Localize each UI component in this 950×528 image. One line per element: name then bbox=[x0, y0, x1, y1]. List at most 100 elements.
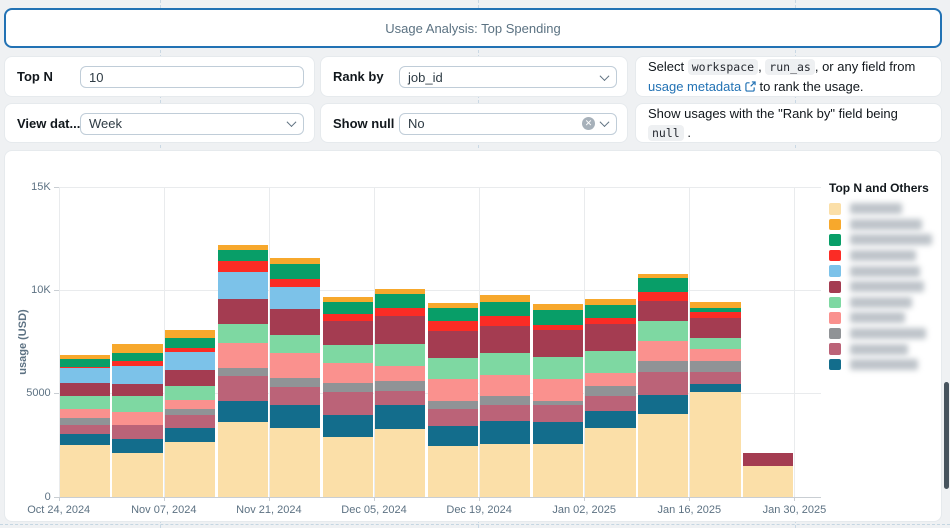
chevron-down-icon[interactable] bbox=[599, 70, 610, 81]
bar-segment-salmon[interactable] bbox=[585, 373, 636, 387]
legend-item[interactable] bbox=[829, 279, 939, 295]
bar-segment-mauve[interactable] bbox=[480, 404, 531, 421]
view-data-select[interactable]: Week bbox=[80, 112, 304, 135]
bar-segment-green[interactable] bbox=[112, 352, 163, 362]
bar-segment-teal[interactable] bbox=[217, 400, 268, 423]
bar-segment-mauve[interactable] bbox=[217, 375, 268, 401]
bar-segment-salmon[interactable] bbox=[480, 374, 531, 396]
bar-segment-peach[interactable] bbox=[532, 444, 583, 497]
bar-segment-orange[interactable] bbox=[270, 258, 321, 265]
bar-segment-green[interactable] bbox=[427, 308, 478, 321]
bar-segment-teal[interactable] bbox=[112, 439, 163, 454]
bar-segment-lightgreen[interactable] bbox=[427, 358, 478, 379]
bar-segment-lightgreen[interactable] bbox=[585, 350, 636, 374]
bar-segment-green[interactable] bbox=[270, 264, 321, 279]
bar-segment-red[interactable] bbox=[112, 361, 163, 366]
legend-item[interactable] bbox=[829, 341, 939, 357]
bar-segment-red[interactable] bbox=[322, 314, 373, 321]
bar-segment-salmon[interactable] bbox=[217, 343, 268, 368]
bar-segment-maroon[interactable] bbox=[480, 325, 531, 354]
bar-segment-lightgreen[interactable] bbox=[270, 334, 321, 354]
bar-segment-lightblue[interactable] bbox=[164, 351, 216, 370]
bar-segment-teal[interactable] bbox=[690, 384, 741, 393]
bar-segment-salmon[interactable] bbox=[112, 412, 163, 425]
bar-segment-lightgreen[interactable] bbox=[322, 344, 373, 364]
bar-segment-lightblue[interactable] bbox=[217, 271, 268, 300]
bar-segment-gray[interactable] bbox=[375, 380, 426, 391]
legend-item[interactable] bbox=[829, 263, 939, 279]
bar-segment-maroon[interactable] bbox=[59, 383, 111, 397]
legend-item[interactable] bbox=[829, 357, 939, 373]
bar-segment-salmon[interactable] bbox=[690, 348, 741, 361]
bar-segment-gray[interactable] bbox=[532, 400, 583, 406]
bar-segment-peach[interactable] bbox=[585, 427, 636, 497]
bar-segment-red[interactable] bbox=[585, 317, 636, 324]
bar-segment-mauve[interactable] bbox=[270, 387, 321, 405]
bar-segment-peach[interactable] bbox=[480, 444, 531, 497]
bar-segment-gray[interactable] bbox=[637, 361, 689, 372]
bar-segment-green[interactable] bbox=[217, 249, 268, 261]
top-n-input-box[interactable] bbox=[80, 66, 304, 88]
bar-segment-orange[interactable] bbox=[480, 294, 531, 303]
bar-segment-mauve[interactable] bbox=[690, 372, 741, 385]
bar-segment-maroon[interactable] bbox=[164, 369, 216, 387]
legend-item[interactable] bbox=[829, 326, 939, 342]
bar-segment-gray[interactable] bbox=[480, 395, 531, 405]
bar-segment-orange[interactable] bbox=[59, 355, 111, 360]
bar-segment-maroon[interactable] bbox=[585, 323, 636, 351]
bar-segment-orange[interactable] bbox=[322, 296, 373, 302]
bar-segment-orange[interactable] bbox=[532, 304, 583, 311]
bar-segment-gray[interactable] bbox=[270, 378, 321, 388]
bar-segment-salmon[interactable] bbox=[532, 378, 583, 401]
rank-by-select[interactable]: job_id bbox=[399, 66, 617, 88]
bar-segment-mauve[interactable] bbox=[164, 414, 216, 428]
chevron-down-icon[interactable] bbox=[599, 117, 610, 128]
bar-segment-maroon[interactable] bbox=[270, 308, 321, 335]
bar-segment-mauve[interactable] bbox=[59, 425, 111, 435]
bar-segment-red[interactable] bbox=[637, 291, 689, 301]
usage-metadata-link[interactable]: usage metadata bbox=[648, 79, 742, 94]
bar-segment-teal[interactable] bbox=[637, 395, 689, 415]
bar-segment-maroon[interactable] bbox=[217, 299, 268, 325]
bar-segment-teal[interactable] bbox=[164, 427, 216, 442]
bar-segment-mauve[interactable] bbox=[637, 371, 689, 396]
bar-segment-maroon[interactable] bbox=[690, 317, 741, 339]
bar-segment-green[interactable] bbox=[585, 305, 636, 318]
bar-segment-orange[interactable] bbox=[637, 273, 689, 279]
bar-segment-salmon[interactable] bbox=[375, 365, 426, 381]
bar-segment-teal[interactable] bbox=[322, 415, 373, 437]
bar-segment-red[interactable] bbox=[270, 278, 321, 287]
bar-segment-red[interactable] bbox=[427, 320, 478, 331]
bar-segment-lightblue[interactable] bbox=[112, 365, 163, 384]
bar-segment-green[interactable] bbox=[532, 310, 583, 326]
bar-segment-lightblue[interactable] bbox=[270, 286, 321, 309]
bar-segment-lightgreen[interactable] bbox=[164, 386, 216, 400]
bar-segment-lightgreen[interactable] bbox=[690, 338, 741, 349]
bar-segment-peach[interactable] bbox=[217, 422, 268, 497]
legend-item[interactable] bbox=[829, 248, 939, 264]
bar-segment-maroon[interactable] bbox=[112, 383, 163, 397]
bar-segment-peach[interactable] bbox=[743, 465, 794, 497]
bar-segment-maroon[interactable] bbox=[427, 330, 478, 359]
bar-segment-mauve[interactable] bbox=[532, 405, 583, 423]
bar-segment-peach[interactable] bbox=[375, 428, 426, 497]
bar-segment-peach[interactable] bbox=[637, 414, 689, 497]
bar-segment-teal[interactable] bbox=[480, 420, 531, 445]
legend-item[interactable] bbox=[829, 217, 939, 233]
bar-segment-green[interactable] bbox=[164, 338, 216, 349]
bar-segment-orange[interactable] bbox=[164, 330, 216, 339]
bar-segment-gray[interactable] bbox=[59, 418, 111, 426]
clear-selection-icon[interactable]: ✕ bbox=[582, 117, 595, 130]
legend-item[interactable] bbox=[829, 310, 939, 326]
bar-segment-green[interactable] bbox=[59, 359, 111, 368]
bar-segment-maroon[interactable] bbox=[743, 453, 794, 466]
bar-segment-teal[interactable] bbox=[270, 404, 321, 428]
bar-segment-lightblue[interactable] bbox=[59, 368, 111, 384]
bar-segment-red[interactable] bbox=[480, 315, 531, 326]
legend-item[interactable] bbox=[829, 232, 939, 248]
bar-segment-peach[interactable] bbox=[112, 453, 163, 497]
scrollbar-thumb[interactable] bbox=[944, 382, 949, 489]
bar-segment-teal[interactable] bbox=[59, 434, 111, 446]
bar-segment-maroon[interactable] bbox=[637, 300, 689, 321]
bar-segment-orange[interactable] bbox=[690, 302, 741, 309]
